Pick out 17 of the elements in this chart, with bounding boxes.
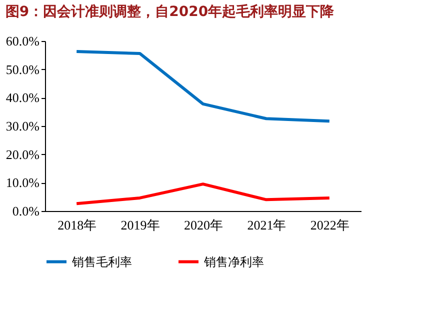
y-tick-label: 60.0% bbox=[6, 34, 40, 48]
x-tick-label: 2018年 bbox=[58, 218, 97, 232]
y-tick-label: 0.0% bbox=[12, 204, 40, 218]
y-tick-label: 50.0% bbox=[6, 62, 40, 77]
legend-label: 销售净利率 bbox=[203, 254, 264, 269]
line-series bbox=[75, 182, 331, 206]
y-tick-label: 40.0% bbox=[6, 90, 40, 106]
y-tick-label: 20.0% bbox=[6, 146, 40, 162]
x-tick-label: 2020年 bbox=[184, 218, 223, 232]
chart-title: 图9：因会计准则调整，自2020年起毛利率明显下降 bbox=[5, 3, 336, 20]
y-tick-label: 10.0% bbox=[6, 175, 40, 190]
legend-label: 销售毛利率 bbox=[71, 254, 132, 269]
x-tick-label: 2021年 bbox=[247, 218, 286, 232]
x-tick-label: 2019年 bbox=[120, 218, 160, 232]
y-tick-label: 30.0% bbox=[6, 118, 40, 134]
x-tick-label: 2022年 bbox=[310, 218, 350, 232]
line-series bbox=[75, 50, 331, 123]
